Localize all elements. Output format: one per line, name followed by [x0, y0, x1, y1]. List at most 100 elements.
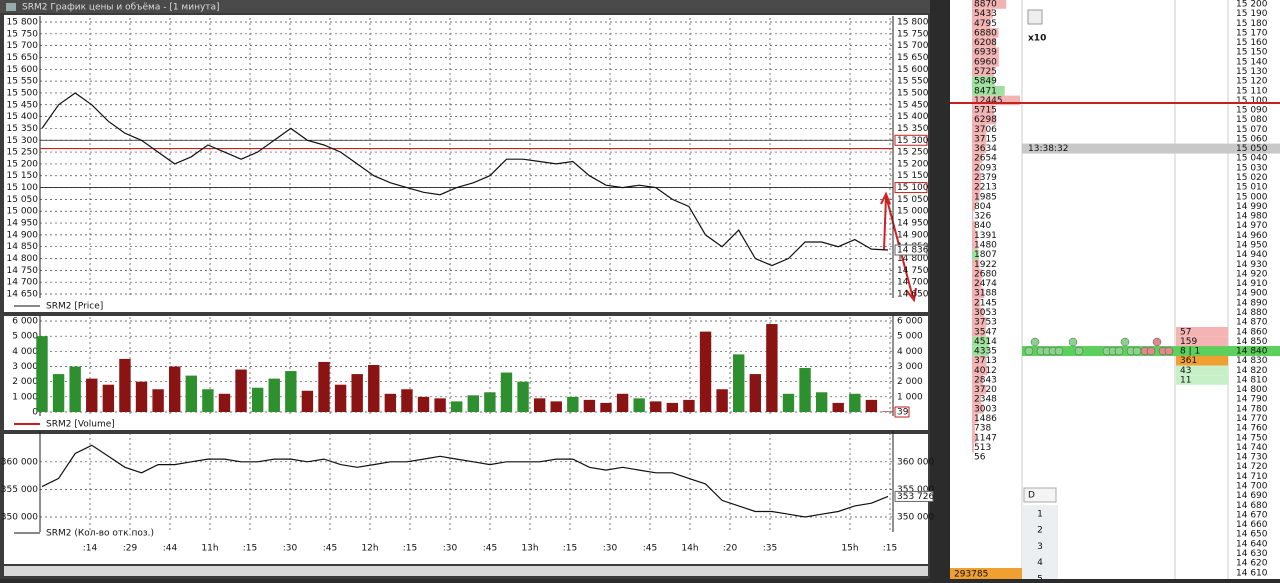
volume-bar — [451, 401, 462, 412]
volume-bar — [600, 403, 611, 412]
price-level: 14 970 — [1236, 221, 1268, 231]
price-level: 15 010 — [1236, 183, 1268, 193]
price-level: 15 050 — [1236, 144, 1268, 154]
y-tick-label: 14 900 — [7, 230, 39, 240]
price-level: 14 880 — [1236, 308, 1268, 318]
price-level: 15 120 — [1236, 77, 1268, 87]
price-level: 14 830 — [1236, 356, 1268, 366]
list-item[interactable]: 3 — [1037, 542, 1043, 552]
y-tick-label: 15 450 — [897, 100, 929, 110]
volume-label: 2843 — [974, 375, 997, 385]
price-level: 14 900 — [1236, 289, 1268, 299]
trade-bubble — [1133, 347, 1141, 355]
price-level: 14 960 — [1236, 231, 1268, 241]
price-level: 14 850 — [1236, 337, 1268, 347]
list-item[interactable]: 1 — [1037, 510, 1043, 520]
volume-label: 56 — [974, 453, 986, 463]
price-level: 14 860 — [1236, 327, 1268, 337]
order-label: 57 — [1180, 327, 1191, 337]
volume-label: 1391 — [974, 231, 997, 241]
volume-bar — [866, 400, 877, 412]
legend-label: SRM2 (Кол-во отк.поз.) — [46, 529, 154, 539]
volume-label: 738 — [974, 424, 991, 434]
price-level: 15 200 — [1236, 0, 1268, 10]
price-level: 15 190 — [1236, 9, 1268, 19]
volume-bar — [468, 395, 479, 412]
volume-bar — [302, 391, 313, 412]
volume-bar — [434, 398, 445, 412]
price-level: 14 660 — [1236, 520, 1268, 530]
price-level: 14 720 — [1236, 462, 1268, 472]
price-level: 15 090 — [1236, 106, 1268, 116]
y-tick-label: 14 700 — [7, 278, 39, 288]
volume-bar — [103, 385, 114, 412]
y-tick-label: 15 650 — [897, 53, 929, 63]
y-tick-label: 6 000 — [897, 317, 923, 327]
x-tick-label: 11h — [201, 544, 218, 554]
volume-bar — [584, 400, 595, 412]
y-tick-label: 14 750 — [7, 266, 39, 276]
window-title: SRM2 График цены и объёма - [1 минута] — [22, 3, 220, 13]
y-tick-label: 350 000 — [1, 512, 38, 522]
volume-bar — [783, 394, 794, 412]
volume-label: 3706 — [974, 125, 997, 135]
x-tick-label: 15h — [841, 544, 858, 554]
price-level: 14 980 — [1236, 212, 1268, 222]
x-tick-label: :45 — [323, 544, 337, 554]
price-level: 15 160 — [1236, 38, 1268, 48]
volume-label: 2145 — [974, 298, 997, 308]
y-tick-label: 14 800 — [7, 254, 39, 264]
volume-label: 326 — [974, 212, 991, 222]
volume-label: 3715 — [974, 134, 997, 144]
volume-label: 6208 — [974, 38, 997, 48]
volume-bar — [351, 374, 362, 412]
volume-bar — [136, 382, 147, 412]
volume-bar — [53, 374, 64, 412]
price-level: 14 930 — [1236, 260, 1268, 270]
price-level: 14 710 — [1236, 472, 1268, 482]
volume-label: 3713 — [974, 356, 997, 366]
price-level: 14 910 — [1236, 279, 1268, 289]
volume-label: 6880 — [974, 28, 997, 38]
volume-bar — [551, 401, 562, 412]
x-tick-label: :45 — [483, 544, 497, 554]
price-level: 15 040 — [1236, 154, 1268, 164]
y-tick-label: 15 600 — [897, 65, 929, 75]
x-tick-label: :15 — [563, 544, 577, 554]
trade-bubble — [1075, 347, 1083, 355]
list-item[interactable]: 4 — [1037, 558, 1043, 568]
volume-bar — [269, 379, 280, 412]
ladder-icon[interactable] — [1028, 10, 1042, 24]
volume-label: 5849 — [974, 77, 997, 87]
order-label: 159 — [1180, 337, 1197, 347]
legend-label: SRM2 [Price] — [46, 302, 103, 312]
price-level: 14 760 — [1236, 424, 1268, 434]
volume-bar — [667, 403, 678, 412]
y-tick-label: 15 500 — [897, 88, 929, 98]
volume-label: 1480 — [974, 241, 997, 251]
dropdown-label[interactable]: D — [1028, 491, 1035, 501]
volume-bar — [633, 398, 644, 412]
y-tick-label: 4 000 — [897, 347, 923, 357]
volume-bar — [517, 382, 528, 412]
volume-bar — [733, 354, 744, 412]
oi-panel — [4, 434, 928, 564]
x-tick-label: :15 — [403, 544, 417, 554]
volume-bar — [86, 379, 97, 412]
price-level: 14 690 — [1236, 491, 1268, 501]
list-item[interactable]: 5 — [1037, 574, 1043, 579]
volume-bar — [534, 398, 545, 412]
price-level: 14 810 — [1236, 375, 1268, 385]
volume-bar — [882, 411, 893, 412]
volume-label: 2474 — [974, 279, 997, 289]
y-tick-label: 14 700 — [897, 278, 929, 288]
list-item[interactable]: 2 — [1037, 526, 1043, 536]
trade-bubble — [1069, 338, 1077, 346]
y-tick-label: 350 000 — [897, 512, 934, 522]
volume-label: 3003 — [974, 404, 997, 414]
scrollbar[interactable] — [4, 566, 928, 576]
order-label: 43 — [1180, 366, 1191, 376]
volume-bar — [484, 392, 495, 412]
volume-bar — [799, 368, 810, 412]
